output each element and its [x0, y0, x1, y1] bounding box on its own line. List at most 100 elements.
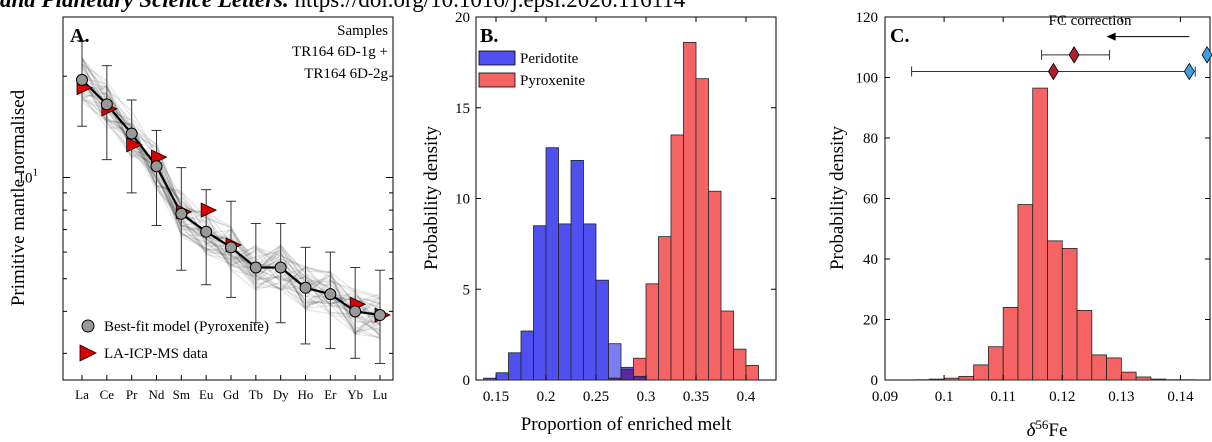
x-tick-label: Tb: [249, 387, 263, 402]
y-tick-label: 40: [863, 252, 878, 268]
pyroxenite-bar: [670, 134, 684, 381]
uncorrected-estimate-diamond: [1183, 62, 1195, 81]
y-tick-label: 80: [863, 131, 878, 147]
y-tick-label: 101: [18, 166, 39, 186]
x-tick-label: 0.25: [583, 389, 609, 405]
panel-b-legend: Peridotite Pyroxenite: [478, 50, 585, 89]
x-tick-label: Gd: [223, 387, 239, 402]
model-point-circle: [175, 207, 188, 220]
legend-data-marker: [79, 344, 97, 362]
panel-b-label: B.: [480, 25, 498, 47]
peridotite-bar: [533, 225, 547, 381]
histogram-bar: [1150, 378, 1167, 381]
histogram-bar: [1091, 354, 1107, 381]
histogram-bar: [1032, 87, 1048, 381]
panel-b: 0.15 0.2 0.25 0.3 0.35 0.4 0 5 10 15 20 B. Probabi…: [421, 10, 777, 435]
x-tick-label: 0.13: [1108, 389, 1134, 405]
y-tick-label: 100: [856, 71, 879, 87]
x-tick-label: 0.3: [637, 389, 656, 405]
peridotite-bar: [558, 223, 572, 381]
x-tick-label: Er: [324, 387, 337, 402]
legend-pyroxenite-label: Pyroxenite: [520, 73, 585, 89]
peridotite-bar: [570, 159, 584, 381]
x-tick-label: Sm: [173, 387, 190, 402]
doi-link[interactable]: https://doi.org/10.1016/j.epsl.2020.1161…: [289, 0, 686, 12]
x-tick-label: 0.2: [537, 389, 556, 405]
model-point-circle: [274, 261, 287, 274]
model-point-circle: [225, 241, 237, 254]
x-tick-label: 0.15: [483, 389, 509, 405]
x-tick-label: La: [75, 387, 89, 402]
fc-correction-label: FC correction: [1049, 13, 1132, 29]
x-tick-label: 0.4: [737, 389, 756, 405]
x-tick-label: 0.12: [1049, 389, 1075, 405]
peridotite-bar: [495, 372, 509, 381]
panel-a-y-axis-label: Primitive mantle normalised: [8, 89, 29, 306]
y-tick-label: 20: [863, 313, 878, 329]
corrected-estimate-diamond: [1068, 46, 1080, 64]
model-point-circle: [125, 127, 138, 140]
model-point-circle: [100, 98, 113, 111]
peridotite-bar: [608, 343, 622, 381]
y-tick-label: 60: [863, 192, 878, 208]
histogram-bar: [988, 346, 1004, 381]
legend-pyroxenite-swatch: [478, 72, 516, 88]
panel-a: 101 La Ce Pr Nd Sm Eu Gd Tb Dy Ho Er Yb Lu A. Samples…: [8, 16, 394, 402]
panel-c-label: C.: [890, 25, 909, 47]
y-tick-label: 20: [455, 10, 470, 26]
samples-annotation-line-2: TR164 6D-1g +: [292, 44, 388, 60]
x-tick-label: 0.14: [1167, 389, 1194, 405]
pyroxenite-bar: [695, 78, 709, 381]
legend-model-label: Best-fit model (Pyroxenite): [104, 319, 269, 335]
overlap-bar: [633, 375, 647, 381]
histogram-bar: [1120, 371, 1137, 381]
peridotite-bar: [520, 330, 534, 381]
x-tick-label: Ce: [100, 387, 115, 402]
panel-a-legend: Best-fit model (Pyroxenite) LA-ICP-MS da…: [79, 319, 269, 362]
panel-a-label: A.: [70, 25, 89, 47]
samples-annotation-line-1: Samples: [337, 23, 388, 39]
panel-c-y-axis-label: Probability density: [827, 125, 848, 270]
y-tick-label: 0: [871, 373, 879, 389]
legend-data-label: LA-ICP-MS data: [104, 346, 208, 362]
pyroxenite-bar: [733, 348, 747, 381]
peridotite-bar: [595, 279, 609, 381]
panel-c-marks: 0.09 0.1 0.11 0.12 0.13 0.14 0 20 40 60 80 100 120: [856, 10, 1212, 405]
panel-c: 0.09 0.1 0.11 0.12 0.13 0.14 0 20 40 60 80 100 120 C…: [827, 10, 1212, 441]
x-tick-label: Lu: [373, 387, 388, 402]
model-point-circle: [150, 160, 163, 173]
overlap-bar: [620, 368, 634, 381]
histogram-bar: [1017, 204, 1034, 381]
model-point-circle: [324, 288, 337, 301]
histogram-bar: [973, 364, 989, 381]
peridotite-bar: [483, 377, 497, 381]
data-point-triangle: [200, 202, 218, 218]
pyroxenite-bar: [645, 283, 659, 381]
histogram-bar: [928, 378, 945, 381]
model-point-circle: [299, 281, 312, 294]
x-tick-label: Pr: [126, 387, 138, 402]
model-point-circle: [76, 73, 88, 86]
model-point-circle: [200, 225, 213, 238]
x-tick-label: 0.11: [990, 389, 1016, 405]
panel-a-frame: [62, 16, 394, 381]
x-tick-label: 0.1: [935, 389, 954, 405]
histogram-bar: [1061, 248, 1078, 381]
x-tick-label: Dy: [273, 387, 289, 402]
model-point-circle: [249, 261, 262, 274]
histogram-bar: [958, 375, 975, 381]
histogram-bar: [1106, 357, 1122, 381]
histogram-bar: [1076, 310, 1093, 381]
corrected-estimate-diamond: [1047, 62, 1059, 81]
data-point-triangle: [126, 137, 143, 153]
y-tick-label: 0: [463, 373, 471, 389]
fc-correction-arrowhead: [1106, 32, 1116, 41]
y-tick-label: 15: [455, 101, 470, 117]
model-point-circle: [349, 305, 362, 318]
peridotite-bar: [545, 147, 559, 381]
y-tick-label: 5: [463, 282, 471, 298]
legend-peridotite-swatch: [478, 50, 516, 66]
x-tick-label: Nd: [149, 387, 165, 402]
pyroxenite-bar: [658, 236, 672, 381]
